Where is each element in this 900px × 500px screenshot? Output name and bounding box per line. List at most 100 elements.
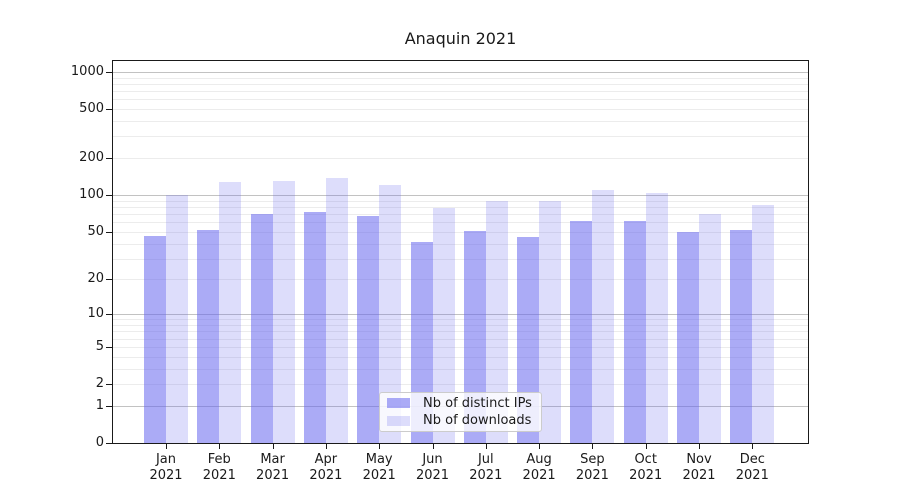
bar-nb-of-distinct-ips-oct-2021 bbox=[623, 221, 646, 443]
ytick-label-200: 200 bbox=[79, 150, 104, 166]
xtick-mark-aug-2021 bbox=[539, 444, 541, 449]
ytick-label-500: 500 bbox=[79, 101, 104, 116]
gridline-major-100 bbox=[113, 195, 808, 197]
gridline-minor-90 bbox=[113, 200, 808, 202]
gridline-minor-60 bbox=[113, 222, 808, 224]
bar-nb-of-downloads-mar-2021 bbox=[272, 180, 295, 443]
ytick-label-5: 5 bbox=[95, 338, 104, 354]
xtick-label-apr-2021: Apr 2021 bbox=[309, 452, 343, 483]
xtick-label-mar-2021: Mar 2021 bbox=[256, 452, 290, 483]
bar-nb-of-downloads-may-2021 bbox=[379, 185, 402, 443]
gridline-minor-900 bbox=[113, 77, 808, 79]
gridlines-layer bbox=[113, 61, 808, 443]
bar-nb-of-downloads-oct-2021 bbox=[645, 193, 668, 443]
ytick-mark-10 bbox=[106, 314, 112, 316]
xtick-mark-feb-2021 bbox=[219, 444, 221, 449]
xtick-mark-mar-2021 bbox=[272, 444, 274, 449]
plot-area bbox=[112, 60, 809, 444]
bar-nb-of-distinct-ips-feb-2021 bbox=[197, 229, 220, 443]
bar-nb-of-distinct-ips-jul-2021 bbox=[463, 230, 486, 443]
ytick-mark-50 bbox=[106, 231, 112, 233]
xtick-label-nov-2021: Nov 2021 bbox=[682, 452, 716, 483]
gridline-minor-7 bbox=[113, 331, 808, 333]
xtick-label-jan-2021: Jan 2021 bbox=[149, 452, 183, 483]
legend-label-distinct-ips: Nb of distinct IPs bbox=[423, 395, 532, 411]
ytick-label-10: 10 bbox=[87, 306, 104, 322]
gridline-minor-4 bbox=[113, 356, 808, 358]
ytick-mark-1000 bbox=[106, 71, 112, 73]
gridline-minor-500 bbox=[113, 109, 808, 110]
xtick-label-feb-2021: Feb 2021 bbox=[202, 452, 236, 483]
xtick-label-oct-2021: Oct 2021 bbox=[629, 452, 663, 483]
bar-nb-of-distinct-ips-nov-2021 bbox=[677, 231, 699, 443]
bar-nb-of-distinct-ips-dec-2021 bbox=[730, 229, 753, 443]
legend-entry-distinct-ips: Nb of distinct IPs bbox=[380, 395, 541, 412]
bar-nb-of-downloads-sep-2021 bbox=[592, 189, 615, 443]
xtick-mark-may-2021 bbox=[379, 444, 381, 449]
xtick-mark-sep-2021 bbox=[592, 444, 594, 449]
gridline-minor-20 bbox=[113, 279, 808, 281]
ytick-mark-200 bbox=[106, 158, 112, 160]
legend: Nb of distinct IPs Nb of downloads bbox=[379, 392, 542, 432]
legend-swatch-distinct-ips bbox=[387, 398, 410, 409]
ytick-label-2: 2 bbox=[95, 376, 104, 391]
xtick-label-dec-2021: Dec 2021 bbox=[735, 452, 769, 483]
xtick-label-may-2021: May 2021 bbox=[362, 452, 396, 483]
xtick-mark-jun-2021 bbox=[432, 444, 434, 449]
bar-nb-of-distinct-ips-sep-2021 bbox=[570, 221, 593, 443]
bar-nb-of-distinct-ips-apr-2021 bbox=[303, 211, 326, 443]
xtick-mark-apr-2021 bbox=[325, 444, 327, 449]
ytick-label-1000: 1000 bbox=[70, 63, 104, 79]
xtick-mark-oct-2021 bbox=[645, 444, 647, 449]
gridline-minor-700 bbox=[113, 91, 808, 92]
gridline-minor-300 bbox=[113, 136, 808, 138]
gridline-minor-80 bbox=[113, 206, 808, 208]
xtick-label-jun-2021: Jun 2021 bbox=[415, 452, 450, 483]
bar-nb-of-downloads-nov-2021 bbox=[699, 214, 721, 443]
gridline-minor-5 bbox=[113, 346, 808, 348]
ytick-mark-1 bbox=[106, 405, 112, 407]
bar-nb-of-distinct-ips-aug-2021 bbox=[517, 237, 540, 443]
gridline-minor-3 bbox=[113, 368, 808, 370]
ytick-mark-2 bbox=[106, 384, 112, 385]
bar-nb-of-downloads-apr-2021 bbox=[325, 177, 348, 443]
xtick-mark-nov-2021 bbox=[699, 444, 700, 449]
bar-nb-of-downloads-jun-2021 bbox=[432, 207, 455, 443]
bar-nb-of-distinct-ips-jan-2021 bbox=[144, 236, 166, 443]
bar-nb-of-downloads-dec-2021 bbox=[752, 205, 775, 443]
gridline-minor-400 bbox=[113, 121, 808, 122]
legend-swatch-downloads bbox=[387, 415, 410, 426]
xtick-label-aug-2021: Aug 2021 bbox=[522, 452, 556, 483]
ytick-label-1: 1 bbox=[95, 397, 104, 413]
xtick-label-sep-2021: Sep 2021 bbox=[575, 452, 609, 483]
ytick-mark-20 bbox=[106, 279, 112, 281]
gridline-major-1000 bbox=[113, 71, 808, 73]
gridline-minor-30 bbox=[113, 258, 808, 260]
bar-nb-of-distinct-ips-may-2021 bbox=[357, 216, 380, 443]
gridline-minor-600 bbox=[113, 99, 808, 101]
xtick-mark-jul-2021 bbox=[485, 444, 487, 449]
chart-title: Anaquin 2021 bbox=[404, 29, 517, 48]
bar-nb-of-downloads-jan-2021 bbox=[166, 195, 188, 443]
gridline-major-10 bbox=[113, 314, 808, 316]
ytick-label-0: 0 bbox=[95, 435, 104, 450]
xtick-mark-dec-2021 bbox=[752, 444, 754, 449]
ytick-label-100: 100 bbox=[79, 187, 104, 203]
xtick-mark-jan-2021 bbox=[166, 444, 167, 449]
bar-nb-of-downloads-aug-2021 bbox=[539, 201, 562, 443]
legend-entry-downloads: Nb of downloads bbox=[380, 412, 541, 429]
ytick-mark-5 bbox=[106, 346, 112, 348]
xtick-label-jul-2021: Jul 2021 bbox=[469, 452, 503, 483]
gridline-minor-800 bbox=[113, 83, 808, 85]
gridline-minor-70 bbox=[113, 214, 808, 215]
gridline-minor-2 bbox=[113, 384, 808, 385]
bar-nb-of-downloads-feb-2021 bbox=[219, 182, 242, 443]
bar-nb-of-downloads-jul-2021 bbox=[485, 201, 508, 443]
gridline-minor-8 bbox=[113, 325, 808, 326]
ytick-mark-100 bbox=[106, 195, 112, 197]
gridline-minor-50 bbox=[113, 231, 808, 233]
ytick-mark-500 bbox=[106, 109, 112, 110]
bars-layer bbox=[113, 61, 808, 443]
gridline-minor-6 bbox=[113, 338, 808, 340]
